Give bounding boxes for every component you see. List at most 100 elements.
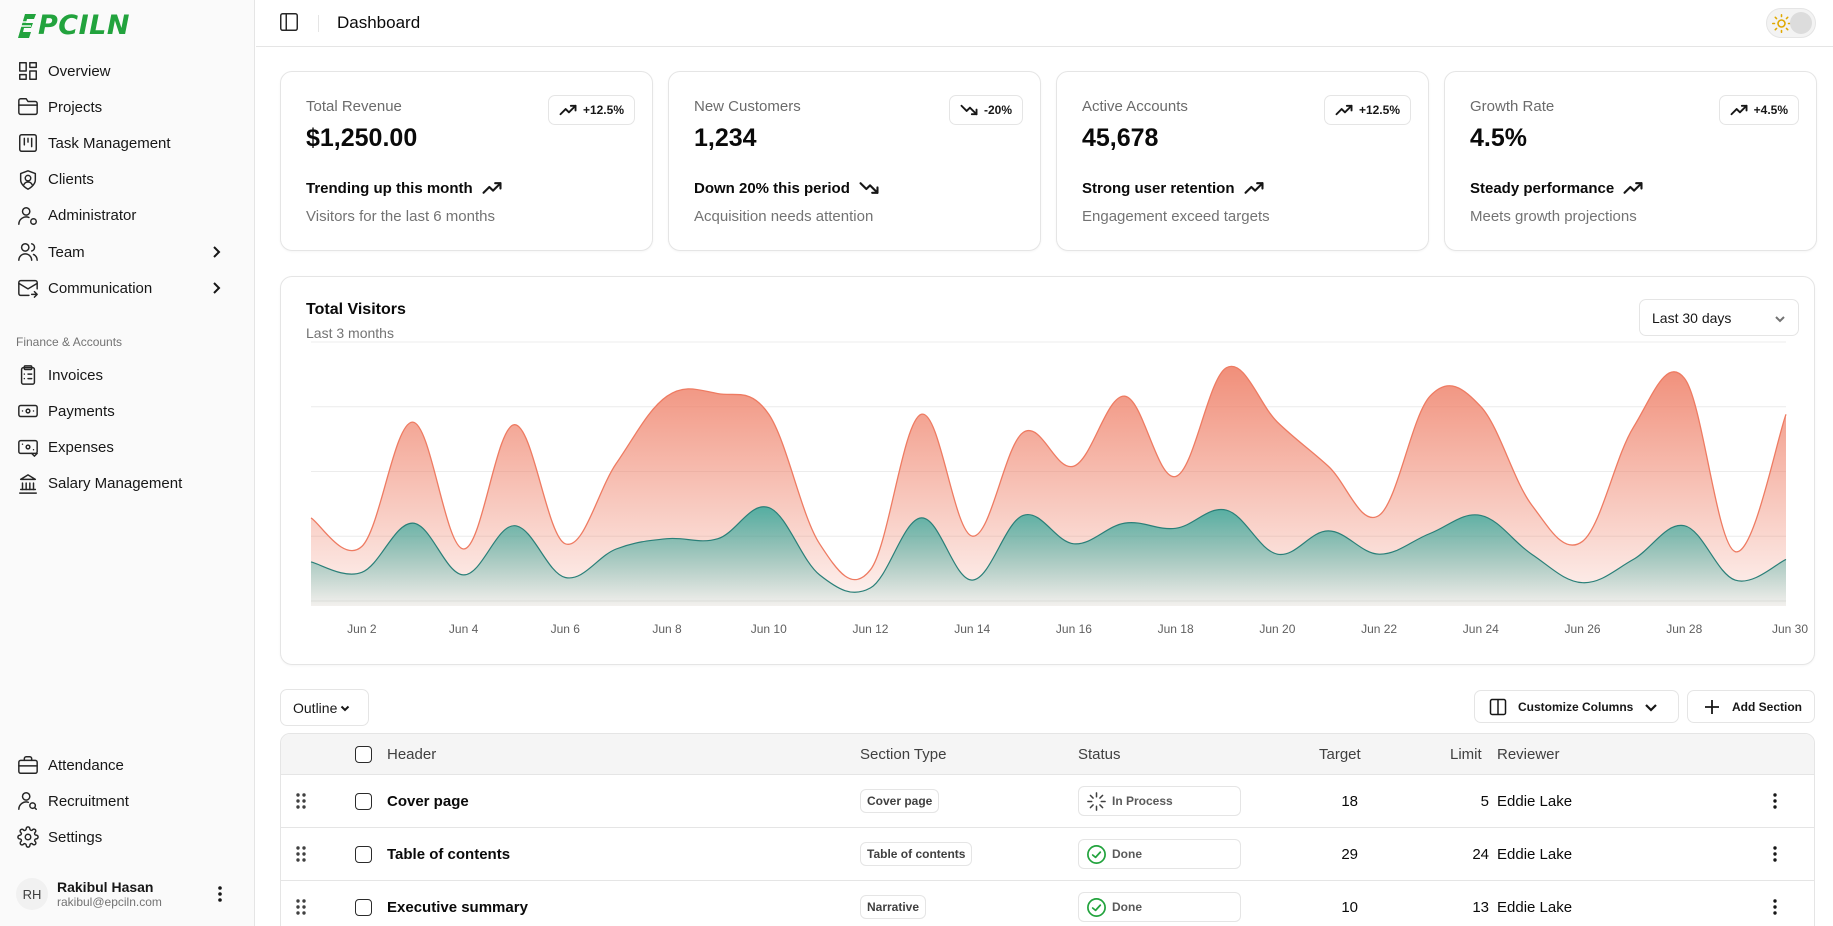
row-header[interactable]: Cover page	[387, 792, 469, 810]
sidebar-item-settings[interactable]: Settings	[16, 821, 238, 853]
column-header-status[interactable]: Status	[1078, 745, 1121, 763]
status-badge: Done	[1078, 839, 1241, 869]
x-tick-label: Jun 26	[1565, 622, 1601, 636]
row-actions-icon[interactable]	[1766, 881, 1784, 926]
row-checkbox[interactable]	[355, 775, 372, 827]
kpi-footer: Trending up this month	[306, 179, 503, 197]
trending-up-icon	[1335, 104, 1353, 116]
x-tick-label: Jun 14	[954, 622, 990, 636]
x-tick-label: Jun 30	[1772, 622, 1808, 636]
sidebar-item-clients[interactable]: Clients	[16, 164, 238, 196]
customize-columns-button[interactable]: Customize Columns	[1474, 690, 1679, 723]
sidebar-item-invoices[interactable]: Invoices	[16, 359, 238, 391]
sidebar-toggle-icon[interactable]	[278, 11, 302, 35]
section-type-badge: Narrative	[860, 895, 927, 919]
sidebar-item-team[interactable]: Team	[16, 236, 238, 268]
limit-cell[interactable]: 5	[1480, 792, 1489, 810]
page-title: Dashboard	[337, 13, 421, 32]
outline-label: Outline	[293, 699, 338, 716]
top-bar: Dashboard	[256, 0, 1833, 47]
drag-handle-icon[interactable]	[293, 775, 309, 827]
sidebar-item-payments[interactable]: Payments	[16, 395, 238, 427]
sidebar-item-projects[interactable]: Projects	[16, 91, 238, 123]
more-vertical-icon[interactable]	[210, 884, 230, 904]
row-checkbox[interactable]	[355, 828, 372, 880]
section-type-cell: Table of contents	[860, 828, 973, 880]
landmark-icon	[16, 472, 40, 496]
sidebar-item-communication[interactable]: Communication	[16, 272, 238, 304]
kpi-footer: Strong user retention	[1082, 179, 1265, 197]
add-section-button[interactable]: Add Section	[1687, 690, 1815, 723]
brand-logo[interactable]: PCILN	[17, 10, 130, 41]
sidebar-item-administrator[interactable]: Administrator	[16, 200, 238, 232]
trend-badge-value: +12.5%	[582, 103, 624, 117]
limit-cell[interactable]: 24	[1472, 845, 1489, 863]
trending-up-icon	[559, 104, 577, 116]
row-header[interactable]: Executive summary	[387, 898, 528, 916]
kpi-value: $1,250.00	[306, 124, 418, 152]
kpi-label: Active Accounts	[1082, 98, 1188, 115]
kpi-footer: Down 20% this period	[694, 179, 880, 197]
select-all-checkbox[interactable]	[355, 734, 372, 774]
mail-icon	[16, 276, 40, 300]
section-type-cell: Cover page	[860, 775, 940, 827]
sidebar-item-overview[interactable]: Overview	[16, 55, 238, 87]
status-text: Done	[1112, 900, 1142, 914]
row-checkbox[interactable]	[355, 881, 372, 926]
column-header-limit[interactable]: Limit	[1450, 745, 1482, 763]
column-header-target[interactable]: Target	[1319, 745, 1361, 763]
column-header-header[interactable]: Header	[387, 745, 437, 763]
x-tick-label: Jun 2	[347, 622, 377, 636]
x-tick-label: Jun 20	[1259, 622, 1295, 636]
series-line-total	[310, 365, 1787, 581]
trending-down-icon	[859, 182, 879, 194]
sidebar-item-expenses[interactable]: Expenses	[16, 431, 238, 463]
sidebar-item-recruitment[interactable]: Recruitment	[16, 785, 238, 817]
table-row[interactable]: Cover page Cover page In Process 18 5 Eddie L…	[281, 775, 1814, 828]
status-badge: In Process	[1078, 786, 1241, 816]
sidebar-item-label: Attendance	[48, 756, 124, 774]
sun-icon	[1771, 13, 1792, 34]
sidebar-item-attendance[interactable]: Attendance	[16, 749, 238, 781]
status-badge: Done	[1078, 892, 1241, 922]
reviewer-cell[interactable]: Eddie Lake	[1497, 845, 1573, 863]
kpi-card-total-revenue: Total Revenue $1,250.00 +12.5% Trending up …	[280, 71, 653, 251]
kpi-card-growth-rate: Growth Rate 4.5% +4.5% Steady performance Me…	[1444, 71, 1817, 251]
sidebar-item-label: Clients	[48, 171, 94, 189]
sidebar-item-label: Settings	[48, 828, 103, 846]
row-header[interactable]: Table of contents	[387, 845, 511, 863]
theme-toggle[interactable]	[1766, 8, 1816, 38]
target-cell[interactable]: 10	[1341, 898, 1358, 916]
sidebar-item-salary-management[interactable]: Salary Management	[16, 468, 238, 500]
row-actions-icon[interactable]	[1766, 775, 1784, 827]
user-email: rakibul@epciln.com	[57, 894, 162, 909]
sidebar-item-label: Team	[48, 243, 85, 261]
user-profile[interactable]: RH Rakibul Hasan rakibul@epciln.com	[16, 876, 238, 912]
x-tick-label: Jun 12	[852, 622, 888, 636]
row-actions-icon[interactable]	[1766, 828, 1784, 880]
range-select[interactable]: Last 30 days	[1639, 299, 1799, 336]
toggle-knob	[1790, 12, 1812, 34]
column-header-reviewer[interactable]: Reviewer	[1497, 745, 1560, 763]
clipboard-list-icon	[16, 363, 40, 387]
reviewer-cell[interactable]: Eddie Lake	[1497, 792, 1573, 810]
table-row[interactable]: Executive summary Narrative Done 10 13 Eddie …	[281, 881, 1814, 926]
sidebar-item-task-management[interactable]: Task Management	[16, 127, 238, 159]
reviewer-cell[interactable]: Eddie Lake	[1497, 898, 1573, 916]
finance-group-label: Finance & Accounts	[16, 335, 123, 349]
limit-cell[interactable]: 13	[1472, 898, 1489, 916]
chart-title: Total Visitors	[306, 301, 406, 318]
chevron-down-icon	[341, 705, 350, 711]
add-section-label: Add Section	[1732, 699, 1803, 714]
target-cell[interactable]: 18	[1341, 792, 1358, 810]
target-cell[interactable]: 29	[1341, 845, 1358, 863]
column-header-section-type[interactable]: Section Type	[860, 745, 947, 763]
table-row[interactable]: Table of contents Table of contents Done 29…	[281, 828, 1814, 881]
drag-handle-icon[interactable]	[293, 881, 309, 926]
drag-handle-icon[interactable]	[293, 828, 309, 880]
section-type-cell: Narrative	[860, 881, 927, 926]
header-divider	[318, 15, 319, 32]
outline-select[interactable]: Outline	[280, 689, 369, 726]
visitors-area-chart: Jun 2 Jun 4 Jun 6 Jun 8 Jun 10 Jun 12 Jun 14 Ju…	[310, 341, 1808, 636]
trending-up-icon	[1243, 182, 1264, 194]
